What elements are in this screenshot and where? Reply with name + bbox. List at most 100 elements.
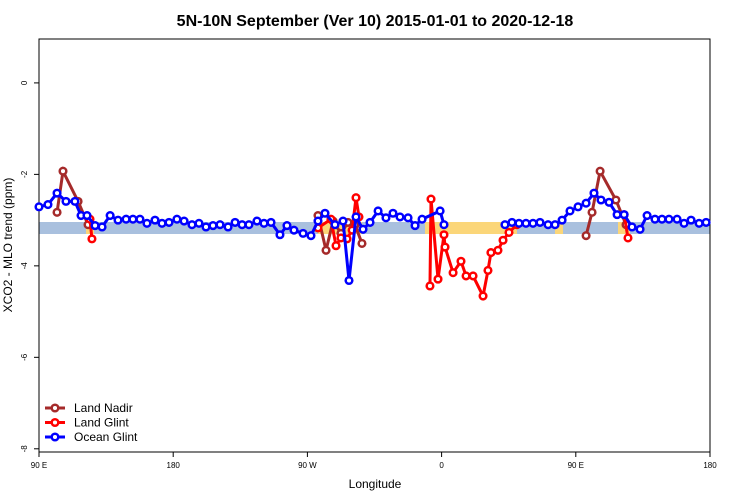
data-point	[440, 242, 450, 252]
data-point	[573, 202, 583, 212]
data-point	[230, 217, 240, 227]
data-point	[456, 256, 466, 266]
data-point	[493, 245, 503, 255]
data-point	[87, 234, 97, 244]
y-tick-label: -2	[20, 170, 29, 178]
data-point	[410, 221, 420, 231]
data-point	[82, 210, 92, 221]
data-point	[128, 214, 138, 224]
data-point	[686, 215, 696, 225]
data-point	[468, 271, 478, 281]
data-point	[194, 218, 204, 228]
data-point	[657, 214, 667, 224]
y-tick-label: -4	[20, 262, 29, 270]
legend-label: Ocean Glint	[74, 430, 138, 444]
data-point	[61, 196, 71, 206]
data-point	[97, 222, 107, 232]
data-point	[365, 217, 375, 227]
data-point	[52, 207, 62, 217]
data-point	[215, 220, 225, 230]
surface-mask	[39, 222, 710, 234]
data-point	[543, 220, 553, 230]
data-point	[275, 230, 285, 240]
data-point	[306, 231, 316, 241]
data-point	[612, 210, 622, 220]
data-point	[500, 220, 510, 230]
data-point	[435, 206, 445, 216]
data-point	[664, 214, 674, 224]
data-point	[331, 241, 341, 251]
data-point	[313, 216, 323, 226]
data-point	[627, 222, 637, 232]
x-tick-label: 90 E	[31, 461, 47, 470]
land-strip	[555, 222, 563, 234]
data-point	[351, 193, 361, 203]
data-point	[672, 214, 682, 224]
data-point	[486, 248, 496, 258]
data-point	[252, 216, 262, 226]
x-axis-label: Longitude	[349, 477, 402, 491]
data-point	[426, 194, 436, 204]
data-point	[223, 222, 233, 232]
data-point	[395, 212, 405, 222]
data-point	[113, 215, 123, 225]
legend-label: Land Nadir	[74, 401, 133, 415]
data-point	[550, 220, 560, 230]
data-point	[679, 218, 689, 228]
data-point	[142, 218, 152, 228]
data-point	[581, 231, 591, 241]
data-point	[330, 220, 340, 230]
data-point	[70, 196, 80, 206]
y-tick-label: 0	[20, 80, 29, 85]
data-point	[157, 218, 167, 228]
chart-title: 5N-10N September (Ver 10) 2015-01-01 to …	[177, 13, 574, 30]
data-point	[201, 222, 211, 232]
x-tick-label: 0	[439, 461, 444, 470]
data-point	[90, 221, 100, 231]
data-point	[528, 218, 538, 228]
y-axis-label: XCO2 - MLO trend (ppm)	[1, 178, 15, 313]
data-point	[172, 214, 182, 224]
data-point	[208, 221, 218, 231]
data-point	[589, 188, 599, 198]
legend-label: Land Glint	[74, 416, 129, 430]
data-point	[635, 224, 645, 234]
data-point	[478, 291, 488, 301]
data-point	[259, 218, 269, 228]
data-point	[135, 214, 145, 224]
y-tick-label: -8	[20, 445, 29, 453]
x-tick-label: 180	[703, 461, 717, 470]
data-point	[34, 202, 44, 212]
data-point	[187, 220, 197, 230]
data-point	[321, 245, 331, 255]
data-point	[320, 208, 330, 218]
data-point	[344, 275, 354, 286]
legend-marker	[50, 403, 60, 413]
data-point	[581, 198, 591, 208]
data-point	[701, 217, 711, 227]
legend-marker	[50, 432, 60, 442]
data-point	[58, 166, 68, 176]
data-point	[642, 210, 652, 221]
data-point	[557, 215, 567, 225]
data-point	[604, 197, 614, 207]
data-point	[289, 225, 299, 235]
data-point	[150, 215, 160, 225]
data-point	[105, 210, 115, 221]
data-point	[179, 216, 189, 226]
data-point	[483, 265, 493, 275]
data-point	[595, 166, 605, 176]
data-point	[596, 195, 606, 205]
data-point	[448, 268, 458, 278]
data-point	[282, 221, 292, 231]
data-point	[403, 213, 413, 223]
data-point	[244, 220, 254, 230]
data-point	[650, 214, 660, 224]
data-point	[43, 200, 53, 210]
data-point	[351, 212, 361, 222]
data-point	[358, 224, 368, 234]
data-point	[425, 281, 435, 291]
